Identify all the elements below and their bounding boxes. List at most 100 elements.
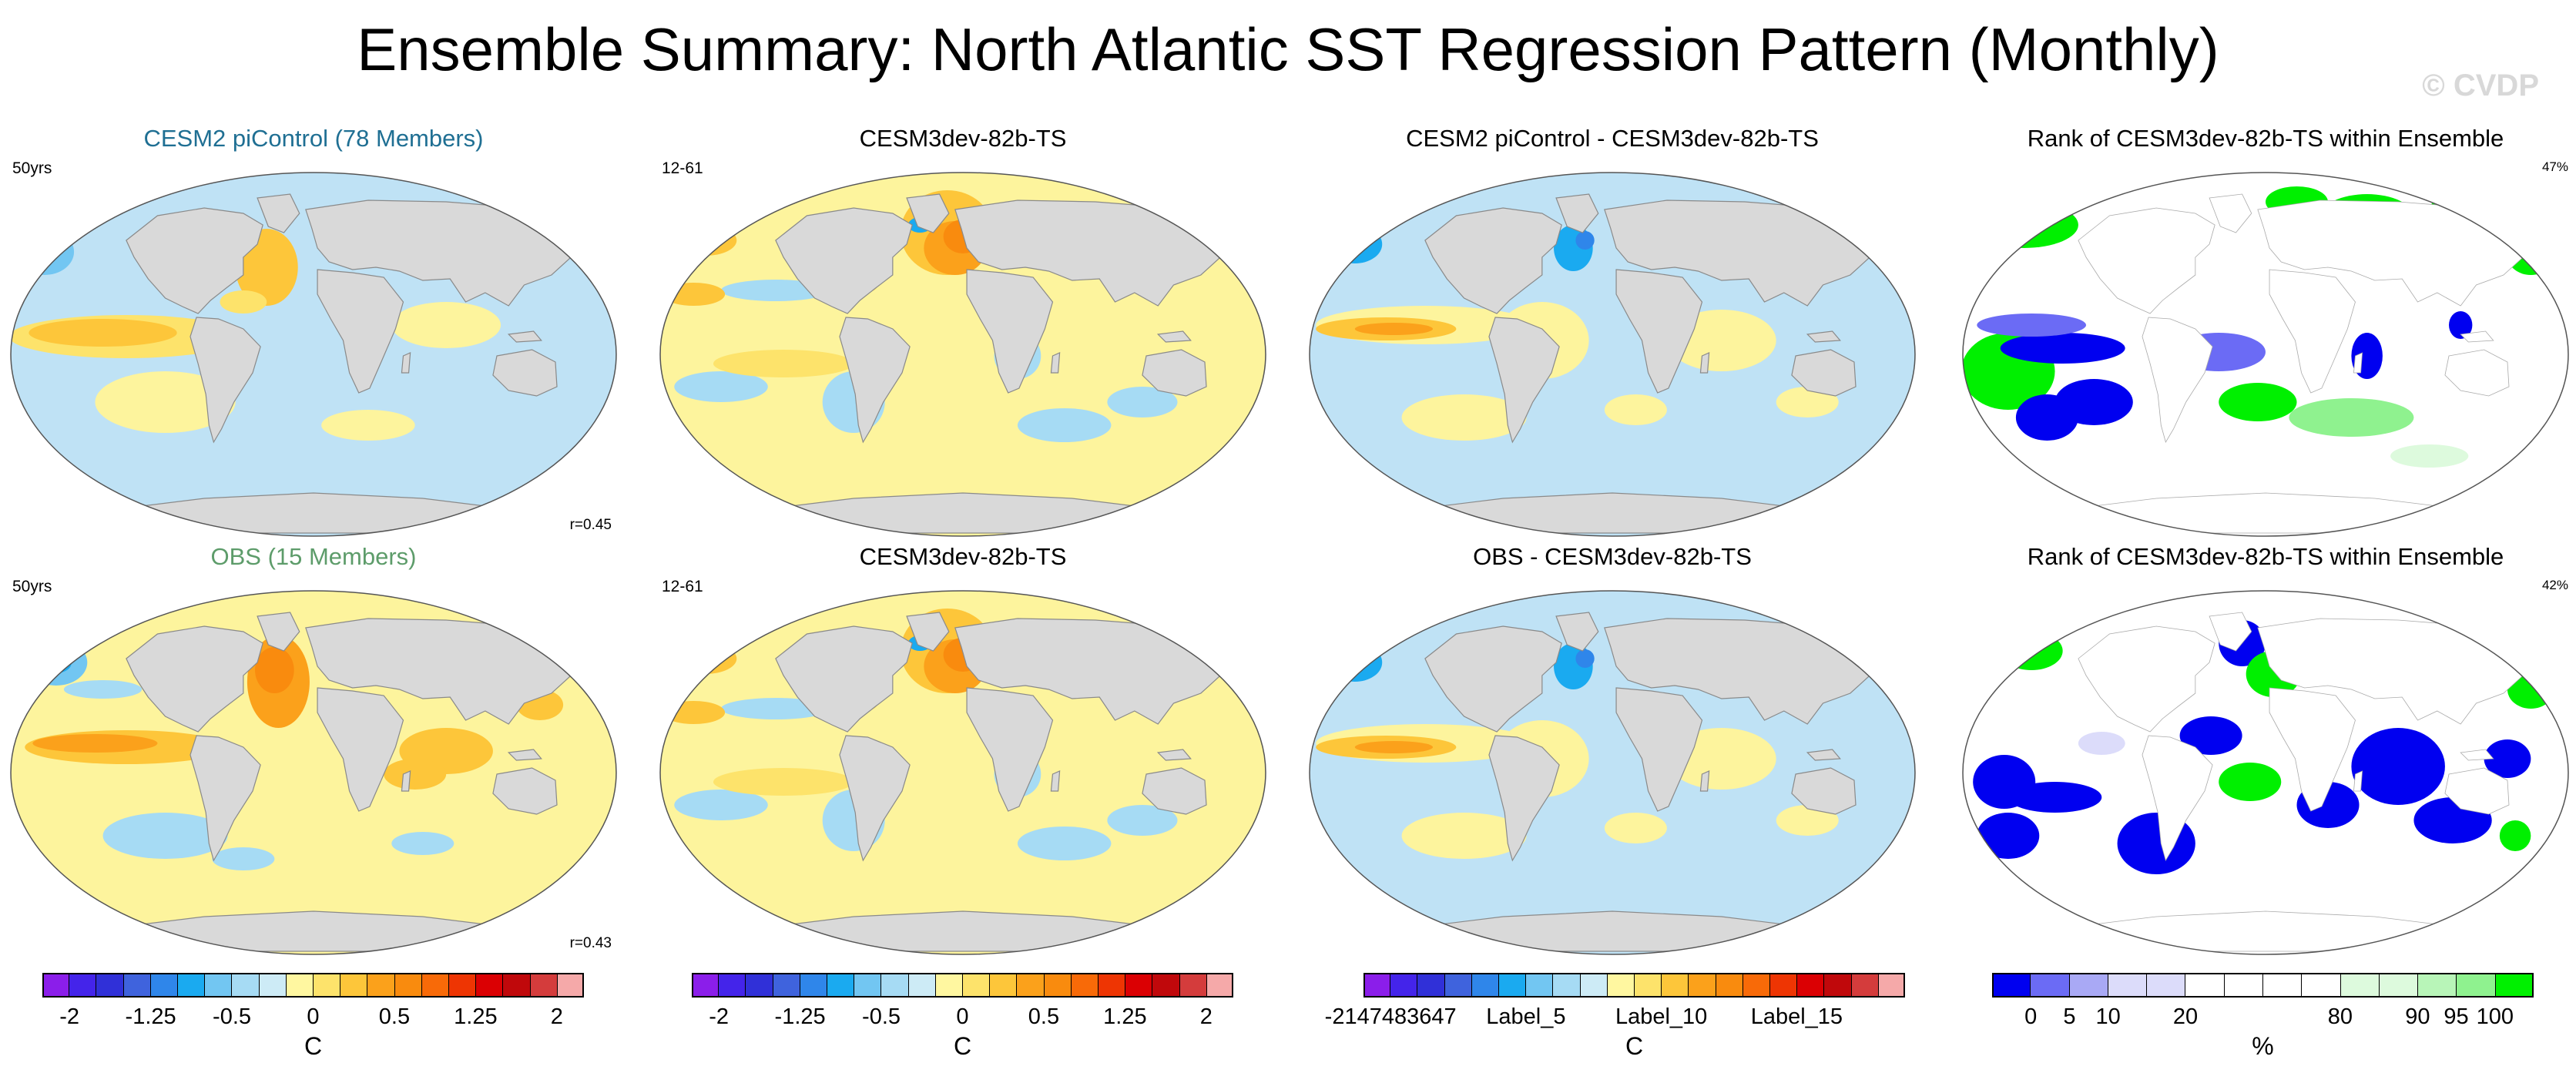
land-southAmerica <box>2142 735 2213 862</box>
colorbar-swatch <box>1824 973 1852 998</box>
map-outline <box>1962 172 2569 537</box>
land-greenland <box>906 612 950 652</box>
sst-anomaly-region <box>63 680 143 699</box>
land-madagascar <box>1050 352 1061 374</box>
watermark: © CVDP <box>2422 69 2539 102</box>
sst-anomaly-region <box>1401 813 1527 859</box>
colorbar-swatch <box>1662 973 1689 998</box>
land-australia <box>1791 767 1857 815</box>
colorbar-swatch <box>2224 973 2263 998</box>
map-outline <box>10 590 617 955</box>
map-panel: CESM3dev-82b-TS 12-61 <box>659 123 1267 539</box>
colorbar-swatch <box>719 973 746 998</box>
sst-anomaly-region <box>30 243 59 261</box>
land-greenland <box>906 193 950 233</box>
land-australia <box>2444 349 2510 397</box>
land-greenland <box>2209 612 2252 652</box>
land-madagascar <box>1699 770 1710 792</box>
land-australia <box>1142 767 1207 815</box>
colorbar-swatch <box>1417 973 1445 998</box>
colorbar-tick-label: 0 <box>2024 1004 2038 1029</box>
sst-anomaly-region <box>29 319 177 347</box>
colorbar-swatch <box>935 973 964 998</box>
sst-anomaly-region <box>1107 805 1178 836</box>
colorbar-diff: -2147483647 Label_5 Label_10 Label_15 C <box>1325 973 1906 1073</box>
colorbar-cells <box>1992 973 2534 998</box>
sst-anomaly-region <box>32 734 158 753</box>
colorbar-swatch <box>963 973 991 998</box>
map-outline <box>659 590 1266 955</box>
rank-region <box>2015 394 2078 441</box>
colorbar-tick-label: -0.5 <box>862 1004 901 1029</box>
land-northAmerica <box>126 207 263 314</box>
sst-anomaly-region <box>713 350 854 377</box>
colorbar-swatch <box>1017 973 1045 998</box>
colorbar-tick-label: 20 <box>2172 1004 2199 1029</box>
colorbar-swatch <box>2495 973 2534 998</box>
land-africa <box>2269 687 2356 812</box>
colorbar-tick-label: 2 <box>1199 1004 1213 1029</box>
rank-region <box>1977 314 2087 337</box>
land-northAmerica <box>2078 625 2215 733</box>
sst-anomaly-region <box>40 652 72 673</box>
land-australia <box>492 767 558 815</box>
colorbar-swatch <box>2302 973 2341 998</box>
colorbar-swatch <box>449 973 477 998</box>
sst-anomaly-region <box>391 832 454 855</box>
land-africa <box>317 269 404 394</box>
colorbar-swatch <box>1471 973 1500 998</box>
map-outline <box>1309 590 1916 955</box>
land-madagascar <box>2353 770 2363 792</box>
colorbar-swatch <box>1742 973 1771 998</box>
colorbar-swatch <box>2418 973 2457 998</box>
colorbar-tick-label: 80 <box>2327 1004 2353 1029</box>
colorbar-swatch <box>42 973 70 998</box>
land-newGuinea <box>1806 749 1841 761</box>
colorbar-swatch <box>1607 973 1635 998</box>
land-australia <box>1142 349 1207 397</box>
colorbar-tick-label: 1.25 <box>454 1004 498 1029</box>
rank-region <box>2499 820 2531 851</box>
land-newGuinea <box>1156 749 1192 761</box>
sst-anomaly-region <box>212 847 275 870</box>
colorbar-tick-label: 0 <box>956 1004 969 1029</box>
colorbar-swatch <box>2069 973 2108 998</box>
colorbar-swatch <box>503 973 531 998</box>
sst-anomaly-region <box>1327 225 1383 263</box>
period-label: 12-61 <box>662 578 703 595</box>
panel-title: OBS - CESM3dev-82b-TS <box>1473 543 1752 570</box>
colorbar-cells <box>42 973 585 998</box>
rank-region <box>2000 632 2063 670</box>
colorbar-swatch <box>2457 973 2496 998</box>
colorbar-swatch <box>2147 973 2186 998</box>
land-northAmerica <box>1424 207 1562 314</box>
map-panel: OBS (15 Members) 50yrs r=0.43 <box>9 542 618 957</box>
sst-anomaly-region <box>1401 394 1527 441</box>
colorbar-swatch <box>286 973 314 998</box>
colorbar-swatch <box>1797 973 1825 998</box>
colorbar-swatch <box>1851 973 1879 998</box>
panel-title: OBS (15 Members) <box>210 543 417 570</box>
sst-anomaly-region <box>674 790 768 820</box>
map-panel: OBS - CESM3dev-82b-TS <box>1308 542 1917 957</box>
colorbar-swatch <box>2031 973 2070 998</box>
sst-anomaly-region <box>25 639 88 686</box>
map-outline <box>1309 172 1916 537</box>
map-diff <box>1309 172 1916 537</box>
sst-anomaly-region <box>1107 387 1178 417</box>
colorbar-swatch <box>2379 973 2419 998</box>
panel-title: Rank of CESM3dev-82b-TS within Ensemble <box>2027 543 2504 570</box>
land-newGuinea <box>507 330 542 343</box>
correlation-label: r=0.45 <box>569 517 612 533</box>
land-madagascar <box>1050 770 1061 792</box>
colorbar-swatch <box>476 973 504 998</box>
sst-anomaly-region <box>1604 394 1667 425</box>
map-outline <box>659 172 1266 537</box>
colorbar-swatch <box>773 973 800 998</box>
map-ens <box>10 172 617 537</box>
colorbar-swatch <box>178 973 206 998</box>
rank-region <box>2219 763 2282 801</box>
rank-region <box>2449 311 2473 339</box>
colorbar-swatch <box>990 973 1018 998</box>
colorbar-swatch <box>1363 973 1391 998</box>
